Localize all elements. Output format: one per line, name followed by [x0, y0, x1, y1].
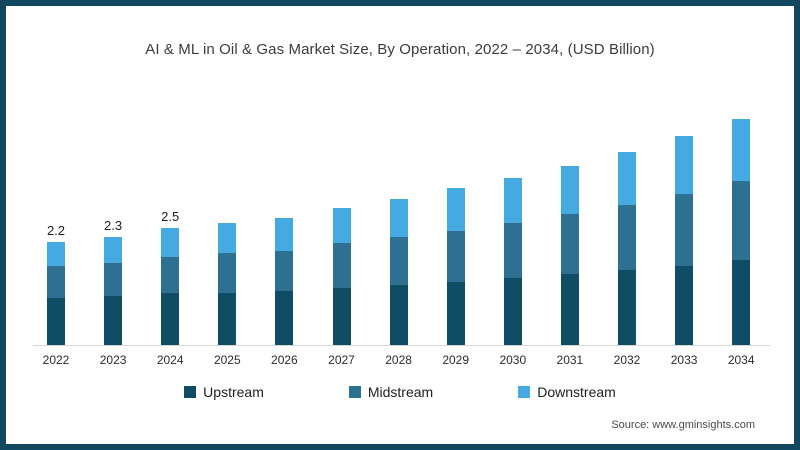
bar-segment-upstream-2028	[389, 284, 408, 345]
data-label-2023: 2.3	[104, 217, 123, 233]
bar-segment-midstream-2034	[732, 181, 751, 261]
bar-segment-downstream-2024	[161, 227, 180, 258]
data-label-2024: 2.5	[161, 208, 180, 224]
x-tick-label-2033: 2033	[670, 353, 698, 367]
x-tick-label-2030: 2030	[499, 353, 527, 367]
bar-segment-upstream-2032	[618, 269, 636, 345]
legend-swatch-icon	[184, 386, 197, 398]
bar-segment-midstream-2023	[104, 262, 123, 297]
x-tick-label-2028: 2028	[385, 353, 412, 367]
source-note: Source: www.gminsights.com	[611, 419, 755, 431]
legend-label: Upstream	[203, 384, 264, 400]
x-axis-line	[33, 345, 770, 346]
chart-title: AI & ML in Oil & Gas Market Size, By Ope…	[145, 41, 655, 58]
bar-segment-downstream-2030	[503, 178, 522, 223]
bar-segment-upstream-2025	[218, 292, 237, 345]
bar-segment-midstream-2033	[675, 194, 694, 266]
legend-label: Downstream	[537, 384, 616, 400]
x-tick-label-2023: 2023	[99, 353, 127, 367]
bar-segment-downstream-2026	[275, 218, 294, 251]
bar-segment-midstream-2022	[47, 266, 65, 298]
bar-segment-midstream-2032	[618, 204, 636, 270]
bar-segment-downstream-2032	[618, 152, 636, 205]
legend-item-midstream: Midstream	[348, 384, 434, 400]
bar-segment-upstream-2026	[275, 291, 294, 345]
bar-segment-downstream-2034	[732, 119, 751, 182]
data-label-2022: 2.2	[46, 222, 66, 238]
bar-segment-midstream-2025	[218, 252, 237, 293]
bar-segment-downstream-2029	[446, 188, 465, 231]
bar-segment-upstream-2023	[104, 296, 123, 345]
bar-segment-midstream-2031	[560, 214, 579, 275]
bar-segment-midstream-2030	[503, 222, 522, 279]
x-tick-label-2027: 2027	[328, 353, 355, 367]
bar-segment-downstream-2022	[47, 241, 65, 267]
bar-segment-upstream-2033	[675, 265, 694, 345]
x-tick-label-2029: 2029	[442, 353, 470, 367]
bar-segment-downstream-2028	[389, 199, 408, 237]
bar-segment-upstream-2027	[332, 287, 351, 345]
x-tick-label-2034: 2034	[727, 353, 755, 367]
bar-segment-midstream-2029	[446, 230, 465, 283]
bar-segment-upstream-2034	[732, 260, 751, 345]
bar-segment-midstream-2028	[389, 236, 408, 285]
bar-segment-upstream-2029	[446, 282, 465, 345]
bar-segment-upstream-2022	[47, 298, 65, 345]
legend: Upstream Midstream Downstream	[0, 384, 800, 400]
legend-label: Midstream	[367, 384, 434, 400]
legend-item-downstream: Downstream	[518, 384, 616, 400]
bar-segment-downstream-2031	[560, 165, 579, 215]
x-tick-label-2026: 2026	[271, 353, 298, 367]
legend-swatch-icon	[518, 386, 531, 398]
bar-segment-downstream-2025	[218, 222, 237, 253]
x-tick-label-2022: 2022	[42, 353, 70, 367]
x-tick-label-2024: 2024	[156, 353, 184, 367]
bar-segment-upstream-2024	[161, 293, 180, 345]
x-tick-label-2025: 2025	[213, 353, 241, 367]
bar-segment-midstream-2027	[332, 243, 351, 288]
bar-segment-upstream-2031	[560, 274, 579, 345]
bar-segment-downstream-2033	[675, 135, 694, 195]
bar-segment-downstream-2027	[332, 208, 351, 244]
bar-segment-midstream-2026	[275, 250, 294, 292]
legend-swatch-icon	[348, 386, 361, 398]
bar-segment-midstream-2024	[161, 257, 180, 294]
x-tick-label-2031: 2031	[556, 353, 584, 367]
x-tick-label-2032: 2032	[613, 353, 641, 367]
bar-segment-downstream-2023	[104, 236, 123, 263]
bar-segment-upstream-2030	[503, 278, 522, 345]
legend-item-upstream: Upstream	[184, 384, 264, 400]
